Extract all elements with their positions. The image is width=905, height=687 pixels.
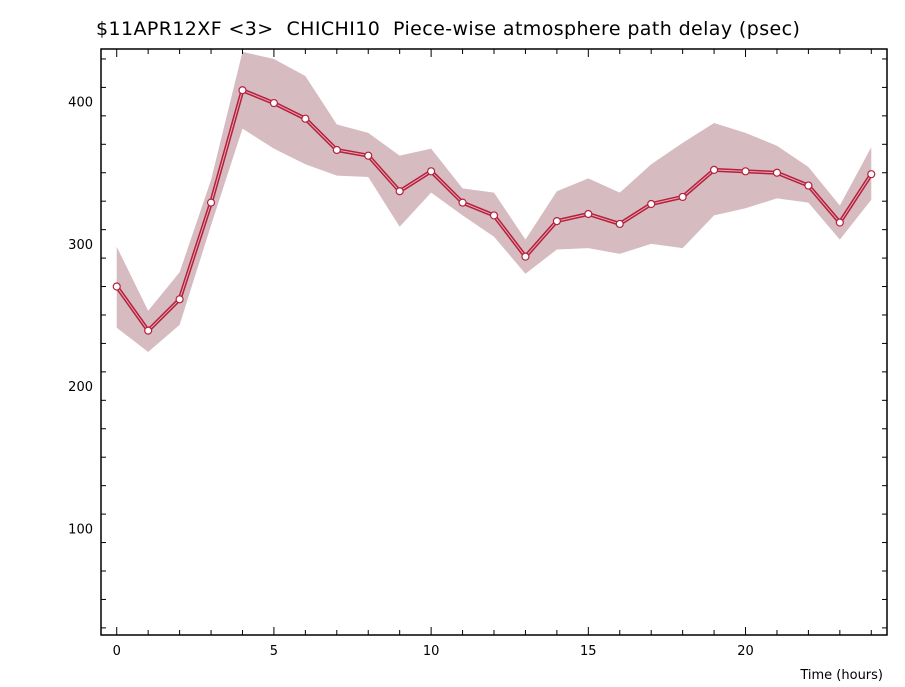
x-tick-label: 10 [423,644,440,659]
y-tick-label: 200 [68,380,93,395]
plot-frame [100,48,888,636]
data-point [489,211,499,220]
data-point [301,114,310,123]
data-point [521,252,530,261]
x-tick-label: 0 [113,644,121,659]
data-point [395,187,404,196]
data-point [584,209,593,219]
data-point [615,219,624,229]
data-point [332,145,341,155]
data-point [427,167,436,176]
x-tick-label: 15 [580,644,597,659]
data-point [741,167,750,176]
data-point [678,192,687,202]
x-tick-label: 5 [270,644,278,659]
ticks-layer: 0 5 10 15 20 100 200 300 400 [68,49,887,659]
data-point [364,151,373,160]
data-point [552,217,561,226]
data-point [238,86,247,95]
data-point [709,165,719,174]
data-point [144,326,153,335]
uncertainty-band-layer [116,51,872,352]
data-point [175,295,184,304]
data-point [206,198,216,207]
data-point [647,199,656,209]
data-point [112,282,121,291]
uncertainty-band [116,51,872,352]
data-point [772,168,782,177]
x-tick-label: 20 [737,644,754,659]
chart-title: $11APR12XF <3> CHICHI10 Piece-wise atmos… [96,18,801,40]
data-point [867,170,876,179]
data-point [835,218,844,227]
y-tick-label: 100 [68,522,93,537]
markers-layer [112,86,876,335]
x-axis-title: Time (hours) [799,668,883,683]
y-tick-label: 400 [68,96,93,111]
data-point [804,181,813,190]
data-point [458,198,467,207]
y-tick-label: 300 [68,238,93,253]
data-point [269,98,279,108]
